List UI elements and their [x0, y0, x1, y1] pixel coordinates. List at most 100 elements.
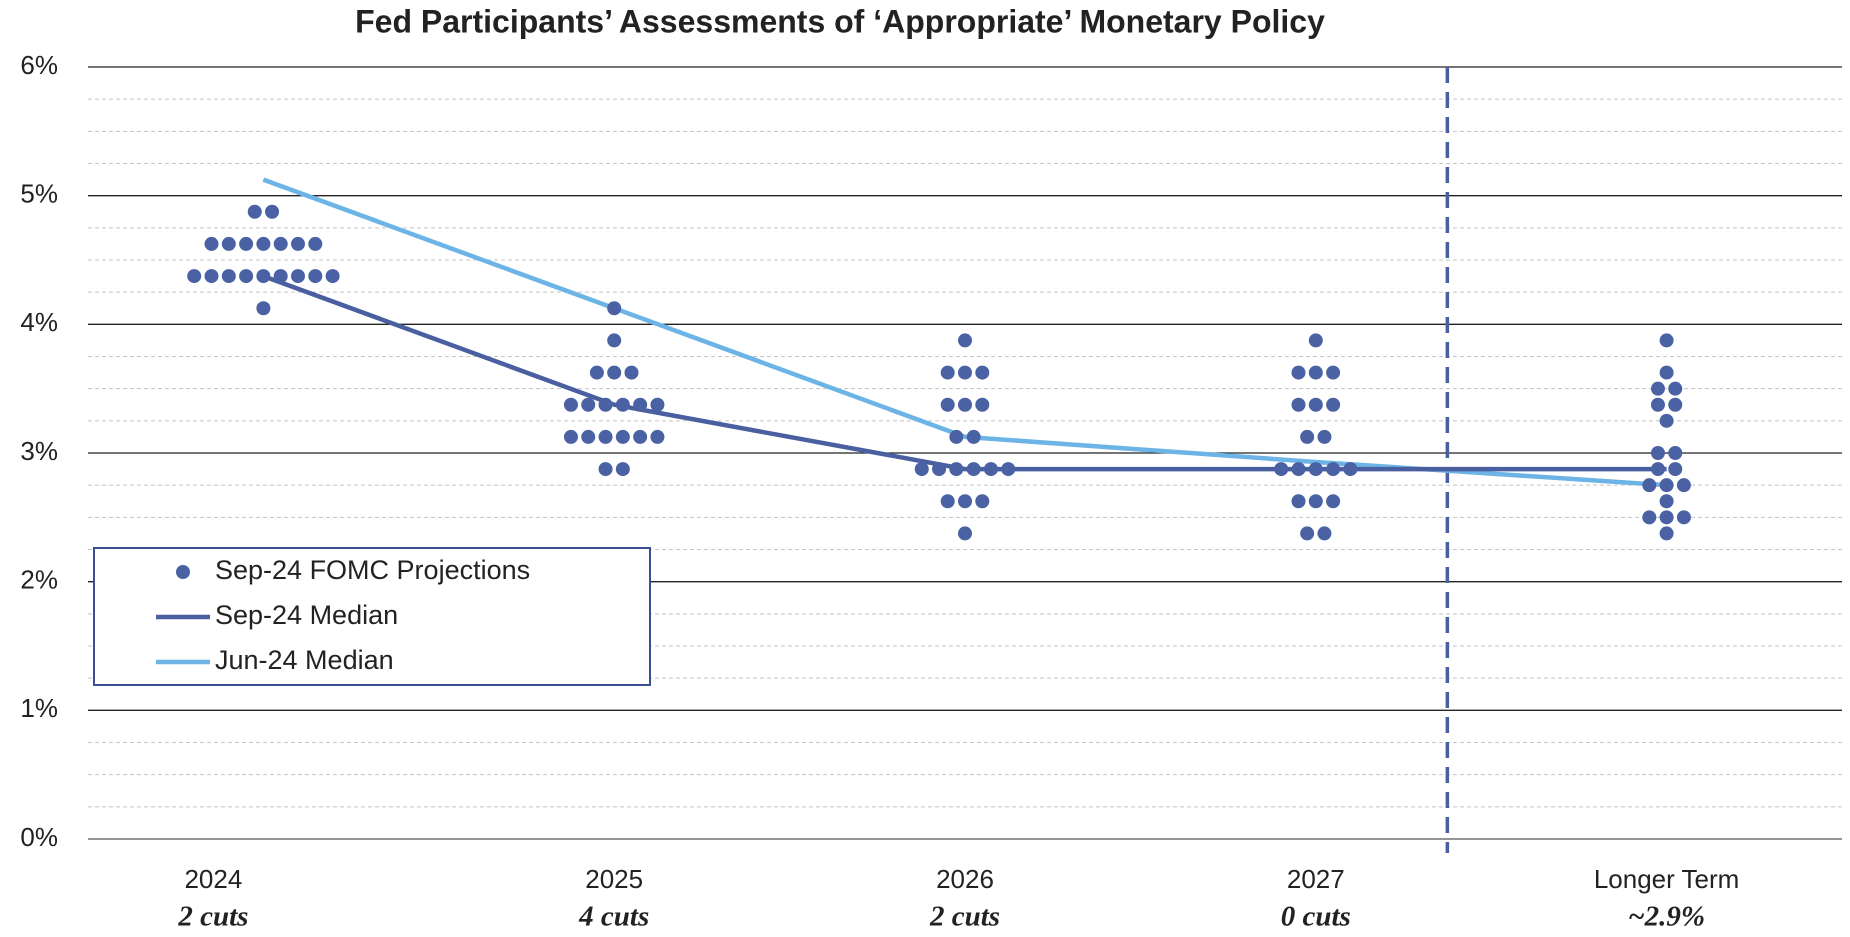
projection-dot [1650, 462, 1665, 477]
projection-dot [581, 429, 596, 444]
projection-dot [221, 236, 236, 251]
projection-dot [256, 236, 271, 251]
projection-dot [958, 333, 972, 348]
projection-dot [1291, 365, 1306, 380]
projection-dot [187, 269, 202, 284]
projection-dot [1650, 446, 1665, 460]
projection-dot [958, 397, 972, 412]
median-line [262, 177, 1667, 488]
projection-dot [221, 269, 236, 284]
y-tick-label: 4% [20, 307, 58, 337]
projection-dot [256, 301, 271, 316]
x-sublabel: 2 cuts [177, 901, 248, 933]
projection-dot [308, 236, 323, 251]
projection-dot [239, 269, 254, 284]
projection-dot [1343, 462, 1358, 477]
projection-dot [966, 429, 981, 444]
projection-dot [615, 462, 630, 477]
projection-dot [1308, 333, 1323, 348]
projection-dot [1659, 510, 1674, 525]
projection-dot [563, 397, 578, 412]
projection-dot [1326, 462, 1341, 477]
projection-dot [975, 365, 990, 380]
projection-dot [204, 269, 219, 284]
projection-dot [1291, 462, 1306, 477]
projection-dot [589, 365, 604, 380]
projection-dot [1308, 365, 1323, 380]
projection-dot [1326, 494, 1341, 509]
projection-dot [325, 269, 340, 284]
x-sublabel: 2 cuts [929, 901, 1000, 933]
chart-title: Fed Participants’ Assessments of ‘Approp… [355, 3, 1325, 39]
x-sublabel: 4 cuts [578, 901, 649, 933]
projection-dot [256, 269, 271, 284]
projection-dot [1659, 413, 1674, 428]
projection-dot [1668, 397, 1683, 412]
legend-label: Sep-24 Median [215, 600, 398, 630]
median-line [262, 273, 1667, 472]
legend-marker [176, 565, 190, 579]
projection-dot [633, 429, 648, 444]
projection-dot [615, 397, 630, 412]
projection-dot [1668, 381, 1683, 396]
projection-dot [204, 236, 219, 251]
x-sublabel: ~2.9% [1628, 901, 1705, 933]
projection-dot [983, 462, 998, 477]
x-tick-label: 2024 [184, 864, 242, 894]
projection-dot [1668, 446, 1683, 460]
projection-dot [1642, 510, 1657, 525]
projection-dot [1317, 429, 1332, 444]
projection-dot [633, 397, 648, 412]
projection-dot [1291, 397, 1306, 412]
projection-dot [940, 397, 955, 412]
x-tick-label: 2026 [936, 864, 994, 894]
y-tick-label: 5% [20, 179, 58, 209]
projection-dot [239, 236, 254, 251]
projection-dot [1668, 462, 1683, 477]
y-tick-label: 2% [20, 565, 58, 595]
projection-dot [1659, 494, 1674, 509]
projection-dot [975, 397, 990, 412]
projection-dot [958, 494, 972, 509]
projection-dot [1308, 397, 1323, 412]
projection-dot [273, 236, 288, 251]
projection-dot [563, 429, 578, 444]
projection-dot [1659, 526, 1674, 541]
projection-dot [615, 429, 630, 444]
projection-dot [1642, 478, 1657, 493]
x-sublabel: 0 cuts [1281, 901, 1351, 933]
projection-dot [1650, 397, 1665, 412]
legend-label: Jun-24 Median [215, 645, 394, 675]
projection-dot [975, 494, 990, 509]
projection-dot [1676, 478, 1691, 493]
y-tick-label: 3% [20, 436, 58, 466]
projection-dot [1326, 365, 1341, 380]
projection-dot [598, 397, 613, 412]
projection-dot [949, 429, 964, 444]
projection-dot [291, 269, 305, 284]
projection-dot [1650, 381, 1665, 396]
projection-dot [966, 462, 981, 477]
y-tick-label: 6% [20, 50, 58, 80]
projection-dot [1001, 462, 1016, 477]
projection-dot [1326, 397, 1341, 412]
projection-dot [607, 333, 622, 348]
x-tick-label: 2025 [585, 864, 643, 894]
projection-dot [1317, 526, 1332, 541]
projection-dot [265, 204, 280, 219]
projection-dot [1300, 526, 1315, 541]
projection-dot [607, 365, 622, 380]
projection-dot [308, 269, 323, 284]
projection-dot [914, 462, 929, 477]
projection-dot [650, 429, 665, 444]
projection-dot [624, 365, 639, 380]
projection-dot [1300, 429, 1315, 444]
projection-dot [247, 204, 262, 219]
projection-dot [607, 301, 622, 316]
y-tick-label: 1% [20, 693, 58, 723]
projection-dot [1659, 333, 1674, 348]
projection-dot [940, 494, 955, 509]
projection-dot [291, 236, 305, 251]
